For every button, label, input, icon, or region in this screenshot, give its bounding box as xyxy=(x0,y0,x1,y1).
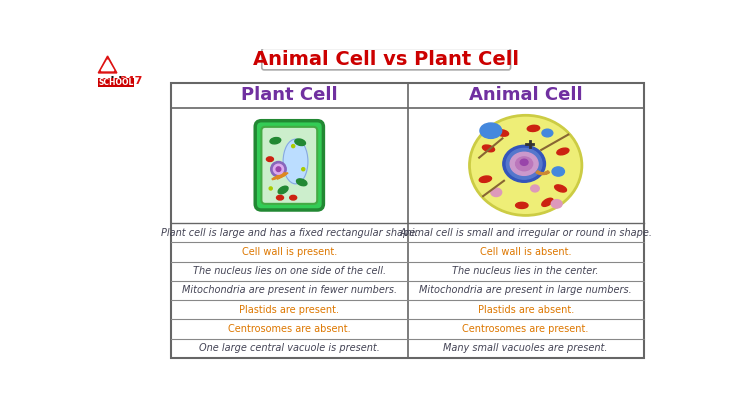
Ellipse shape xyxy=(551,200,562,208)
Text: Mitochondria are present in fewer numbers.: Mitochondria are present in fewer number… xyxy=(182,285,397,295)
FancyBboxPatch shape xyxy=(262,48,511,70)
Ellipse shape xyxy=(521,159,528,165)
Ellipse shape xyxy=(273,164,284,174)
Text: The nucleus lies in the center.: The nucleus lies in the center. xyxy=(452,266,599,276)
Text: 247: 247 xyxy=(119,76,142,86)
FancyBboxPatch shape xyxy=(255,121,324,210)
FancyArrow shape xyxy=(279,173,288,177)
Ellipse shape xyxy=(297,179,307,186)
FancyArrow shape xyxy=(275,175,285,178)
Ellipse shape xyxy=(482,145,494,152)
FancyArrow shape xyxy=(276,174,287,178)
Polygon shape xyxy=(98,56,117,73)
Text: Cell wall is absent.: Cell wall is absent. xyxy=(480,247,571,257)
Ellipse shape xyxy=(506,148,542,179)
Text: The nucleus lies on one side of the cell.: The nucleus lies on one side of the cell… xyxy=(192,266,386,276)
Ellipse shape xyxy=(557,148,569,155)
Ellipse shape xyxy=(291,144,295,148)
Ellipse shape xyxy=(527,125,539,132)
Ellipse shape xyxy=(269,187,273,190)
FancyArrow shape xyxy=(272,176,282,180)
Ellipse shape xyxy=(515,202,528,209)
Text: Cell wall is present.: Cell wall is present. xyxy=(242,247,337,257)
Ellipse shape xyxy=(480,123,502,138)
Text: Centrosomes are present.: Centrosomes are present. xyxy=(462,324,589,334)
FancyArrow shape xyxy=(273,175,283,179)
Text: Plant cell is large and has a fixed rectangular shape.: Plant cell is large and has a fixed rect… xyxy=(160,228,418,238)
Ellipse shape xyxy=(302,168,305,171)
Ellipse shape xyxy=(503,145,545,182)
Ellipse shape xyxy=(542,129,553,137)
Ellipse shape xyxy=(267,157,273,162)
Text: SCHOOL: SCHOOL xyxy=(98,78,134,87)
Text: Animal Cell vs Plant Cell: Animal Cell vs Plant Cell xyxy=(253,49,519,69)
Ellipse shape xyxy=(531,185,539,192)
Ellipse shape xyxy=(555,185,566,192)
FancyBboxPatch shape xyxy=(261,127,318,204)
Ellipse shape xyxy=(276,196,284,200)
Text: Animal Cell: Animal Cell xyxy=(469,86,583,104)
Ellipse shape xyxy=(290,196,297,200)
Text: adda: adda xyxy=(99,76,130,86)
Polygon shape xyxy=(101,60,114,71)
Ellipse shape xyxy=(278,186,288,194)
Ellipse shape xyxy=(491,188,502,197)
Ellipse shape xyxy=(510,152,538,175)
Text: Animal cell is small and irregular or round in shape.: Animal cell is small and irregular or ro… xyxy=(399,228,652,238)
Ellipse shape xyxy=(270,137,281,144)
FancyBboxPatch shape xyxy=(98,78,134,87)
Ellipse shape xyxy=(276,167,281,171)
Text: Centrosomes are absent.: Centrosomes are absent. xyxy=(228,324,351,334)
Text: Plastids are present.: Plastids are present. xyxy=(240,305,339,315)
Ellipse shape xyxy=(542,198,553,207)
Ellipse shape xyxy=(552,167,565,176)
Text: Many small vacuoles are present.: Many small vacuoles are present. xyxy=(443,343,608,353)
Ellipse shape xyxy=(470,115,582,216)
Text: One large central vacuole is present.: One large central vacuole is present. xyxy=(199,343,380,353)
Text: Plant Cell: Plant Cell xyxy=(241,86,338,104)
Text: Plastids are absent.: Plastids are absent. xyxy=(478,305,574,315)
Ellipse shape xyxy=(270,162,286,177)
Ellipse shape xyxy=(515,157,533,171)
Ellipse shape xyxy=(295,139,306,146)
Ellipse shape xyxy=(479,176,491,182)
Bar xyxy=(171,83,644,358)
Text: Mitochondria are present in large numbers.: Mitochondria are present in large number… xyxy=(419,285,632,295)
Ellipse shape xyxy=(283,139,308,184)
Ellipse shape xyxy=(497,130,509,136)
